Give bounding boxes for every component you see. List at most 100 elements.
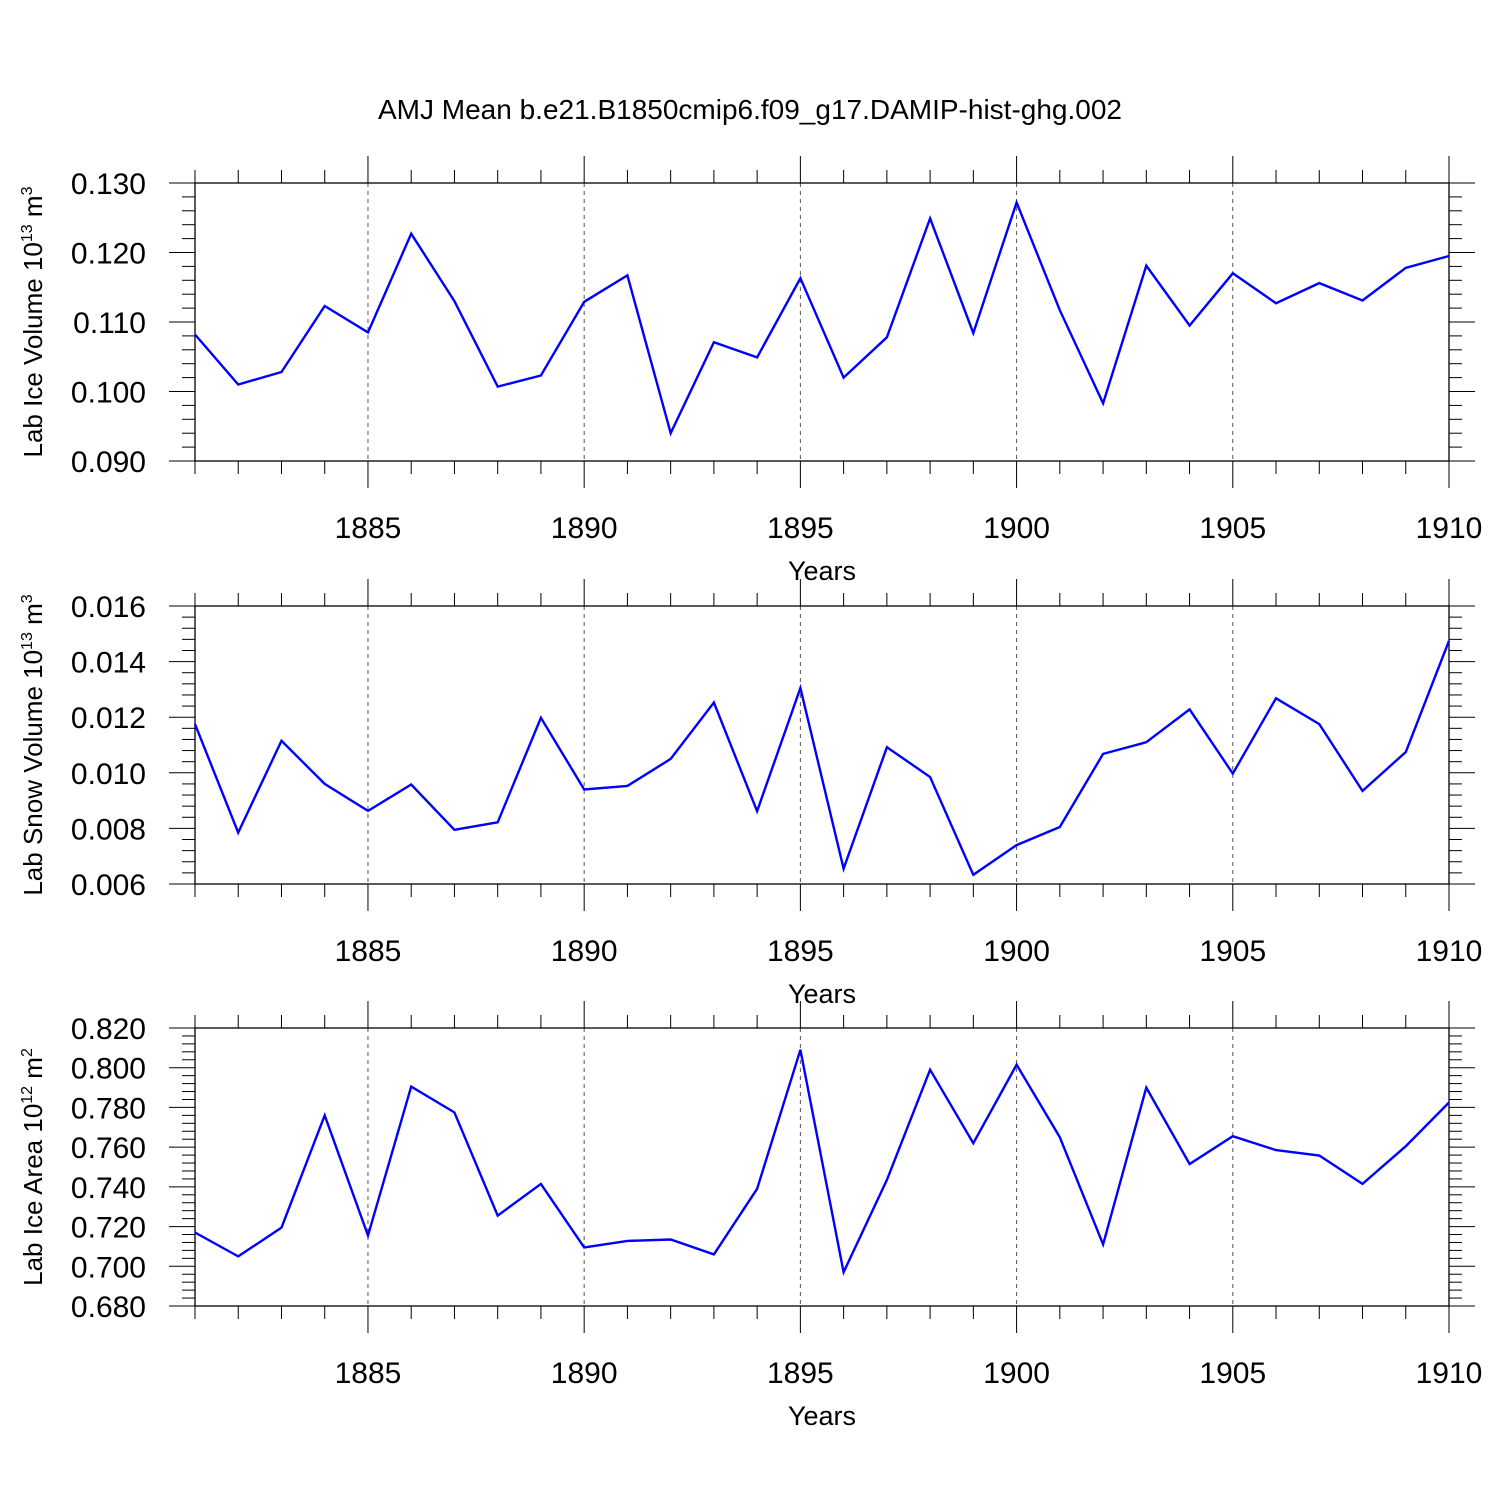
data-point [670, 758, 672, 760]
data-point [929, 776, 931, 778]
y-tick-label: 0.014 [71, 647, 146, 680]
data-point [1102, 402, 1104, 404]
data-point [713, 1253, 715, 1255]
data-point [1361, 1183, 1364, 1185]
data-point [280, 371, 283, 373]
data-point [410, 783, 412, 786]
data-point [1275, 1149, 1277, 1151]
x-tick-label: 1910 [1416, 1357, 1483, 1390]
data-point [1405, 1145, 1407, 1147]
figure-title: AMJ Mean b.e21.B1850cmip6.f09_g17.DAMIP-… [378, 94, 1122, 125]
x-tick-label: 1895 [767, 512, 834, 545]
data-point [1145, 265, 1147, 267]
x-tick-label: 1900 [983, 512, 1050, 545]
y-tick-label: 0.740 [71, 1172, 146, 1205]
data-point [1145, 1086, 1147, 1089]
data-point [237, 831, 239, 834]
data-point [1405, 751, 1407, 753]
y-tick-label: 0.008 [71, 813, 146, 846]
data-point [583, 301, 585, 303]
x-tick-label: 1885 [335, 512, 402, 545]
data-point [972, 1142, 974, 1144]
data-point [1361, 790, 1364, 792]
data-point [1015, 201, 1018, 204]
data-point [497, 1215, 499, 1217]
data-point [410, 233, 412, 235]
data-point [1232, 272, 1234, 274]
data-point [626, 785, 629, 787]
plot-frame [194, 182, 1450, 462]
chart-panels: 0.090 0.100 0.110 0.120 0.130 1885 1890 1895 190… [18, 156, 1482, 1431]
x-tick-label: 1905 [1199, 935, 1266, 968]
x-tick-label: 1905 [1199, 512, 1266, 545]
x-tick-label: 1910 [1416, 512, 1483, 545]
data-point [1232, 1135, 1234, 1137]
data-point [713, 701, 715, 704]
y-axis-label: Lab Snow Volume 1013 m3 [18, 594, 48, 895]
y-tick-label: 0.680 [71, 1291, 146, 1324]
data-point [756, 356, 758, 359]
data-point [497, 821, 499, 823]
data-point [324, 1114, 326, 1116]
data-point [929, 1069, 931, 1071]
data-point [886, 1179, 888, 1181]
data-point [756, 810, 758, 812]
x-tick-label: 1900 [983, 1357, 1050, 1390]
data-point [1188, 708, 1191, 711]
data-point [1318, 1154, 1320, 1157]
y-tick-label: 0.006 [71, 869, 146, 902]
data-point [1188, 324, 1191, 327]
panel-3: 0.680 0.700 0.720 0.740 0.760 0.780 0.800 0.820… [18, 1001, 1482, 1431]
x-tick-label: 1895 [767, 1357, 834, 1390]
data-point [540, 374, 542, 377]
y-tick-label: 0.012 [71, 702, 146, 735]
data-point [1015, 1064, 1018, 1066]
x-tick-label: 1890 [551, 512, 618, 545]
data-point [929, 217, 931, 220]
y-tick-label: 0.110 [73, 307, 146, 340]
data-point [410, 1085, 412, 1088]
data-point [1275, 697, 1277, 699]
data-point [1102, 753, 1104, 755]
data-point [583, 1246, 585, 1249]
data-point [194, 1231, 196, 1234]
y-tick-label: 0.010 [71, 758, 146, 791]
data-point [886, 336, 888, 338]
data-point [280, 740, 283, 742]
x-tick-label: 1890 [551, 1357, 618, 1390]
x-tick-label: 1910 [1416, 935, 1483, 968]
data-point [1448, 640, 1450, 642]
data-point [1318, 282, 1320, 284]
data-point [540, 717, 542, 719]
data-point [626, 274, 629, 277]
data-point [497, 386, 499, 388]
data-point [843, 377, 845, 379]
series-line [193, 640, 1451, 877]
x-tick-label: 1895 [767, 935, 834, 968]
y-axis-label: Lab Ice Area 1012 m2 [18, 1048, 48, 1286]
data-point [799, 1049, 801, 1051]
data-point [1059, 309, 1061, 311]
data-point [1448, 1101, 1450, 1104]
x-tick-label: 1885 [335, 1357, 402, 1390]
data-point [799, 277, 801, 279]
x-tick-label: 1885 [335, 935, 402, 968]
y-tick-label: 0.700 [71, 1251, 146, 1284]
plot-frame [194, 605, 1450, 885]
y-tick-label: 0.820 [71, 1013, 146, 1046]
data-point [756, 1188, 758, 1190]
data-point [237, 383, 239, 386]
data-point [453, 300, 456, 302]
data-point [886, 746, 888, 748]
y-tick-label: 0.780 [71, 1092, 146, 1125]
data-point [1448, 255, 1450, 257]
data-point [1059, 826, 1061, 828]
y-axis-label: Lab Ice Volume 1013 m3 [18, 186, 48, 457]
data-point [280, 1226, 283, 1229]
plot-frame [194, 1027, 1450, 1307]
data-point [972, 332, 974, 334]
x-axis-label: Years [788, 1401, 856, 1431]
y-tick-label: 0.130 [71, 168, 146, 201]
data-point [1059, 1136, 1061, 1138]
data-point [324, 305, 326, 307]
